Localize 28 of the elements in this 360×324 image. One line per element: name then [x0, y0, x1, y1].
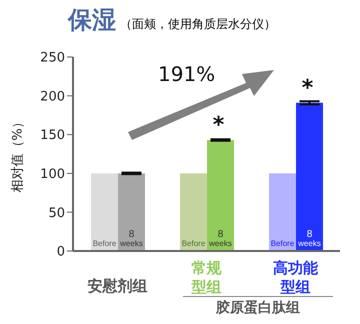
bar: [118, 173, 145, 251]
x-tick-label: 安慰剂组: [88, 277, 148, 295]
chart-title: 保湿: [68, 6, 116, 34]
y-tick-label: 0: [56, 244, 65, 260]
x-tick-label: 常规型组: [190, 259, 222, 296]
text: 8 weeks: [209, 229, 232, 248]
bar: [207, 140, 234, 251]
text: 8 weeks: [120, 229, 143, 248]
y-tick-label: 200: [40, 89, 65, 104]
y-tick-label: 100: [40, 167, 65, 182]
x-tick-label: 高功能型组: [273, 259, 319, 296]
y-axis-title: 相对值（%）: [10, 115, 26, 193]
y-tick-label: 150: [40, 128, 65, 144]
chart-subtitle: （面颊，使用角质层水分仪）: [120, 17, 276, 31]
bar: [180, 173, 207, 251]
annotation: 191%: [158, 62, 216, 86]
series-label: 8 weeks: [297, 229, 321, 248]
y-tick-label: 50: [48, 206, 65, 221]
annotation: *: [212, 113, 225, 138]
text: Before: [92, 239, 116, 248]
text: 胶原蛋白肽组: [183, 296, 333, 317]
text: Before: [182, 239, 206, 248]
series-label: Before: [270, 239, 295, 248]
annotation: *: [302, 76, 314, 101]
y-tick-label: 250: [40, 50, 65, 66]
bar: [296, 102, 323, 251]
bar: [91, 173, 118, 251]
bar: [269, 173, 296, 251]
